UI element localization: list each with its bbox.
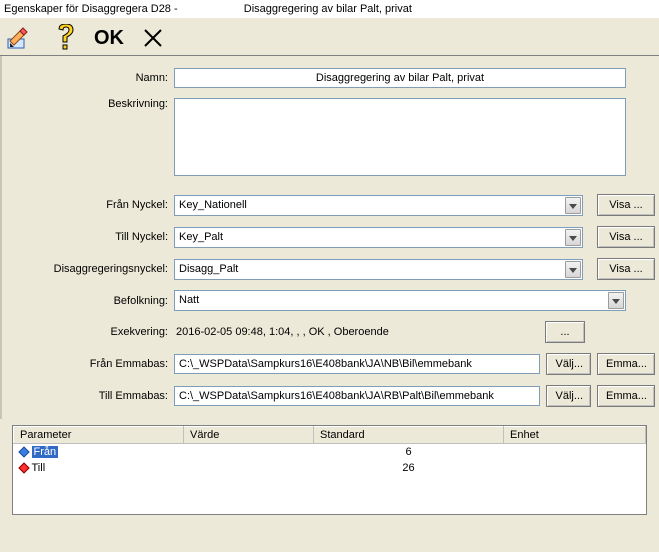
label-name: Namn: xyxy=(4,72,174,84)
label-disagg-key: Disaggregeringsnyckel: xyxy=(4,263,174,275)
col-unit[interactable]: Enhet xyxy=(504,427,646,444)
toolbar: OK xyxy=(0,18,659,56)
ok-button[interactable]: OK xyxy=(94,28,124,48)
cell-unit xyxy=(504,444,646,460)
chevron-down-icon[interactable] xyxy=(608,292,624,309)
to-key-select[interactable]: Key_Palt xyxy=(174,227,583,248)
disagg-key-select[interactable]: Disagg_Palt xyxy=(174,259,583,280)
table-header-row: Parameter Värde Standard Enhet xyxy=(14,427,646,444)
disagg-key-value: Disagg_Palt xyxy=(179,260,564,279)
parameter-grid: Parameter Värde Standard Enhet Från6Till… xyxy=(12,425,647,515)
label-description: Beskrivning: xyxy=(4,98,174,110)
title-bar: Egenskaper för Disaggregera D28 - Disagg… xyxy=(0,0,659,18)
cell-value[interactable] xyxy=(184,460,314,476)
col-standard[interactable]: Standard xyxy=(314,427,504,444)
label-from-key: Från Nyckel: xyxy=(4,199,174,211)
help-icon[interactable] xyxy=(54,24,76,52)
name-input[interactable] xyxy=(174,68,626,88)
choose-from-emma-button[interactable]: Välj... xyxy=(546,353,591,375)
table-row[interactable]: Till 26 xyxy=(14,460,646,476)
show-disagg-key-button[interactable]: Visa ... xyxy=(597,258,655,280)
execution-more-button[interactable]: ... xyxy=(545,321,585,343)
execution-text: 2016-02-05 09:48, 1:04, , , OK , Oberoen… xyxy=(174,326,539,338)
form-panel: Namn: Beskrivning: Från Nyckel: Key_Nati… xyxy=(0,56,659,419)
param-label: Från xyxy=(32,446,59,458)
chevron-down-icon[interactable] xyxy=(565,229,581,246)
edit-icon[interactable] xyxy=(6,25,36,51)
cell-value[interactable] xyxy=(184,444,314,460)
to-emma-input[interactable] xyxy=(174,386,540,406)
label-population: Befolkning: xyxy=(4,295,174,307)
label-from-emma: Från Emmabas: xyxy=(4,358,174,370)
from-emma-input[interactable] xyxy=(174,354,540,374)
emma-to-button[interactable]: Emma... xyxy=(597,385,655,407)
table-row[interactable]: Från 6 xyxy=(14,444,646,460)
choose-to-emma-button[interactable]: Välj... xyxy=(546,385,591,407)
chevron-down-icon[interactable] xyxy=(565,197,581,214)
from-key-value: Key_Nationell xyxy=(179,196,564,215)
col-value[interactable]: Värde xyxy=(184,427,314,444)
title-left: Egenskaper för Disaggregera D28 - xyxy=(4,3,178,15)
population-value: Natt xyxy=(179,291,607,310)
cell-standard: 26 xyxy=(314,460,504,476)
cancel-icon[interactable] xyxy=(142,27,164,49)
emma-from-button[interactable]: Emma... xyxy=(597,353,655,375)
cell-unit xyxy=(504,460,646,476)
label-to-emma: Till Emmabas: xyxy=(4,390,174,402)
chevron-down-icon[interactable] xyxy=(565,261,581,278)
show-from-key-button[interactable]: Visa ... xyxy=(597,194,655,216)
param-label: Till xyxy=(32,462,46,474)
description-textarea[interactable] xyxy=(174,98,626,176)
diamond-icon xyxy=(18,462,29,473)
col-parameter[interactable]: Parameter xyxy=(14,427,184,444)
label-execution: Exekvering: xyxy=(4,326,174,338)
label-to-key: Till Nyckel: xyxy=(4,231,174,243)
title-right: Disaggregering av bilar Palt, privat xyxy=(244,3,412,15)
show-to-key-button[interactable]: Visa ... xyxy=(597,226,655,248)
cell-standard: 6 xyxy=(314,444,504,460)
population-select[interactable]: Natt xyxy=(174,290,626,311)
to-key-value: Key_Palt xyxy=(179,228,564,247)
from-key-select[interactable]: Key_Nationell xyxy=(174,195,583,216)
diamond-icon xyxy=(18,446,29,457)
